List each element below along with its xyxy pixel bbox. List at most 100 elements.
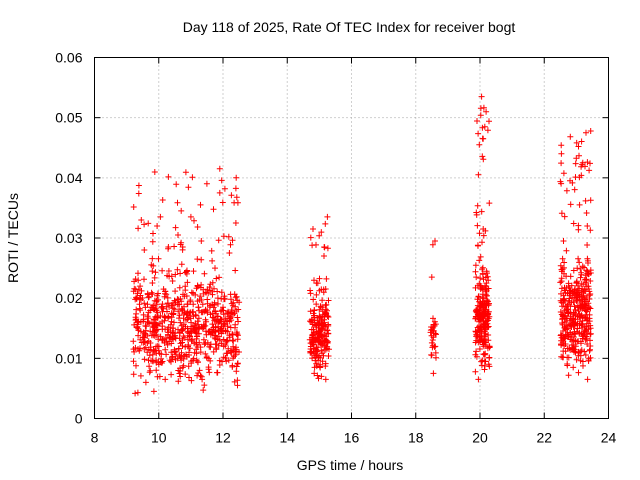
data-point — [324, 213, 331, 220]
data-point — [223, 358, 230, 365]
data-point — [183, 317, 189, 323]
data-point — [558, 331, 564, 338]
data-point — [194, 224, 201, 230]
data-point — [478, 310, 485, 317]
data-point — [207, 341, 214, 348]
data-point — [584, 376, 591, 383]
data-point — [432, 238, 438, 244]
data-point — [135, 277, 142, 284]
data-point — [172, 271, 179, 278]
data-point — [183, 311, 190, 318]
data-point — [484, 345, 491, 352]
data-point — [178, 305, 185, 312]
data-point — [145, 220, 152, 227]
data-point — [573, 155, 580, 162]
data-point — [572, 306, 579, 313]
data-point — [572, 316, 579, 323]
data-point — [212, 308, 219, 314]
data-point — [170, 305, 177, 312]
data-point — [582, 352, 589, 358]
data-point — [195, 326, 202, 332]
data-point — [228, 349, 235, 356]
data-point — [149, 280, 156, 286]
data-point — [230, 338, 237, 344]
data-point — [484, 273, 491, 280]
data-point — [178, 357, 185, 364]
data-point — [173, 181, 180, 188]
data-point — [309, 317, 316, 324]
data-point — [134, 389, 141, 396]
data-point — [233, 174, 240, 181]
x-axis-label: GPS time / hours — [297, 457, 404, 473]
data-point — [581, 348, 588, 355]
data-point — [226, 250, 233, 256]
data-point — [222, 355, 229, 361]
data-point — [579, 320, 586, 327]
data-point — [480, 351, 487, 358]
data-point — [475, 315, 482, 322]
x-tick-label: 22 — [536, 430, 552, 446]
data-point — [233, 329, 240, 336]
x-tick-label: 12 — [215, 430, 231, 446]
data-point — [475, 130, 482, 137]
data-point — [428, 339, 435, 346]
data-point — [151, 169, 158, 175]
data-point — [152, 347, 159, 354]
data-point — [130, 338, 137, 345]
data-point — [322, 302, 329, 309]
data-point — [321, 244, 328, 250]
data-point — [483, 280, 490, 287]
data-point — [176, 370, 183, 377]
data-point — [570, 364, 577, 371]
data-point — [485, 302, 492, 309]
data-point — [575, 349, 582, 356]
data-point — [583, 129, 589, 136]
data-point — [326, 346, 332, 353]
data-point — [151, 306, 158, 313]
data-point — [175, 345, 182, 352]
y-tick-label: 0.02 — [55, 290, 82, 306]
data-point — [482, 331, 489, 337]
data-point — [214, 295, 221, 302]
data-point — [149, 255, 156, 262]
data-point — [176, 284, 183, 291]
data-point — [218, 289, 225, 296]
data-point — [183, 351, 189, 358]
data-point — [587, 278, 594, 284]
data-point — [228, 300, 235, 307]
data-point — [166, 304, 173, 310]
data-point — [570, 220, 577, 227]
data-point — [557, 178, 564, 185]
data-point — [559, 255, 566, 262]
data-point — [171, 349, 178, 356]
data-point — [307, 346, 314, 352]
data-point — [587, 343, 594, 349]
data-point — [145, 309, 152, 316]
data-point — [473, 348, 480, 355]
data-point — [477, 112, 484, 119]
data-point — [477, 275, 484, 282]
data-point — [220, 311, 227, 318]
y-axis-label: ROTI / TECUs — [5, 193, 21, 283]
data-point — [574, 265, 581, 272]
data-point — [576, 201, 583, 208]
data-point — [209, 288, 216, 295]
data-point — [474, 118, 480, 124]
data-point — [192, 311, 199, 318]
data-point — [579, 263, 586, 270]
data-point — [202, 350, 209, 357]
data-point — [175, 308, 182, 315]
data-point — [234, 199, 241, 206]
data-point — [565, 280, 572, 287]
data-point — [561, 213, 568, 220]
data-point — [325, 297, 332, 304]
data-point — [567, 201, 574, 208]
data-point — [217, 326, 224, 333]
data-point — [234, 336, 241, 343]
data-point — [312, 335, 319, 342]
data-point — [583, 210, 590, 216]
data-point — [565, 354, 572, 361]
data-point — [133, 362, 139, 369]
data-point — [203, 354, 210, 361]
data-point — [197, 349, 204, 356]
